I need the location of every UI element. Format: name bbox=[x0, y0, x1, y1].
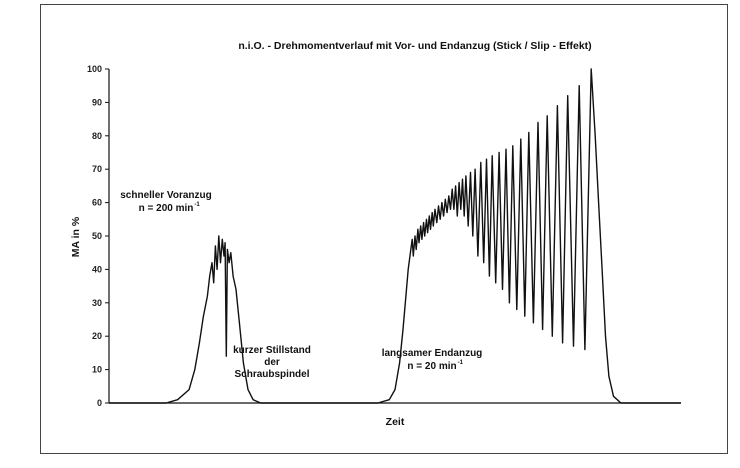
annotation-2-line-0: langsamer Endanzug bbox=[382, 348, 483, 359]
series-line-0 bbox=[109, 68, 681, 404]
y-tick-label: 10 bbox=[92, 365, 102, 375]
y-tick-label: 20 bbox=[92, 331, 102, 341]
y-tick-label: 0 bbox=[97, 398, 102, 408]
annotation-0-line-0: schneller Voranzug bbox=[120, 190, 212, 201]
series-group bbox=[109, 68, 681, 404]
y-tick-label: 60 bbox=[92, 198, 102, 208]
y-axis-label: MA in % bbox=[70, 216, 82, 257]
annotation-0-line-1: n = 200 min bbox=[139, 203, 194, 214]
chart-title: n.i.O. - Drehmomentverlauf mit Vor- und … bbox=[238, 40, 591, 52]
annotation-2-line-1: n = 20 min bbox=[407, 361, 456, 372]
y-tick-label: 30 bbox=[92, 298, 102, 308]
y-tick-label: 70 bbox=[92, 164, 102, 174]
annotation-0-superscript: -1 bbox=[194, 202, 200, 208]
y-tick-label: 80 bbox=[92, 131, 102, 141]
y-tick-label: 50 bbox=[92, 231, 102, 241]
annotation-1-line-2: Schraubspindel bbox=[234, 369, 309, 380]
y-tick-label: 90 bbox=[92, 97, 102, 107]
chart: n.i.O. - Drehmomentverlauf mit Vor- und … bbox=[70, 40, 681, 428]
x-axis-label: Zeit bbox=[386, 416, 405, 428]
chart-frame: n.i.O. - Drehmomentverlauf mit Vor- und … bbox=[40, 4, 728, 454]
y-tick-label: 40 bbox=[92, 264, 102, 274]
annotation-2-superscript: -1 bbox=[458, 360, 464, 366]
annotation-1-line-0: kurzer Stillstand bbox=[233, 345, 311, 356]
y-ticks: 0 10 20 30 40 50 60 70 80 90 100 bbox=[87, 64, 109, 408]
annotation-1-line-1: der bbox=[264, 357, 280, 368]
y-tick-label: 100 bbox=[87, 64, 102, 74]
